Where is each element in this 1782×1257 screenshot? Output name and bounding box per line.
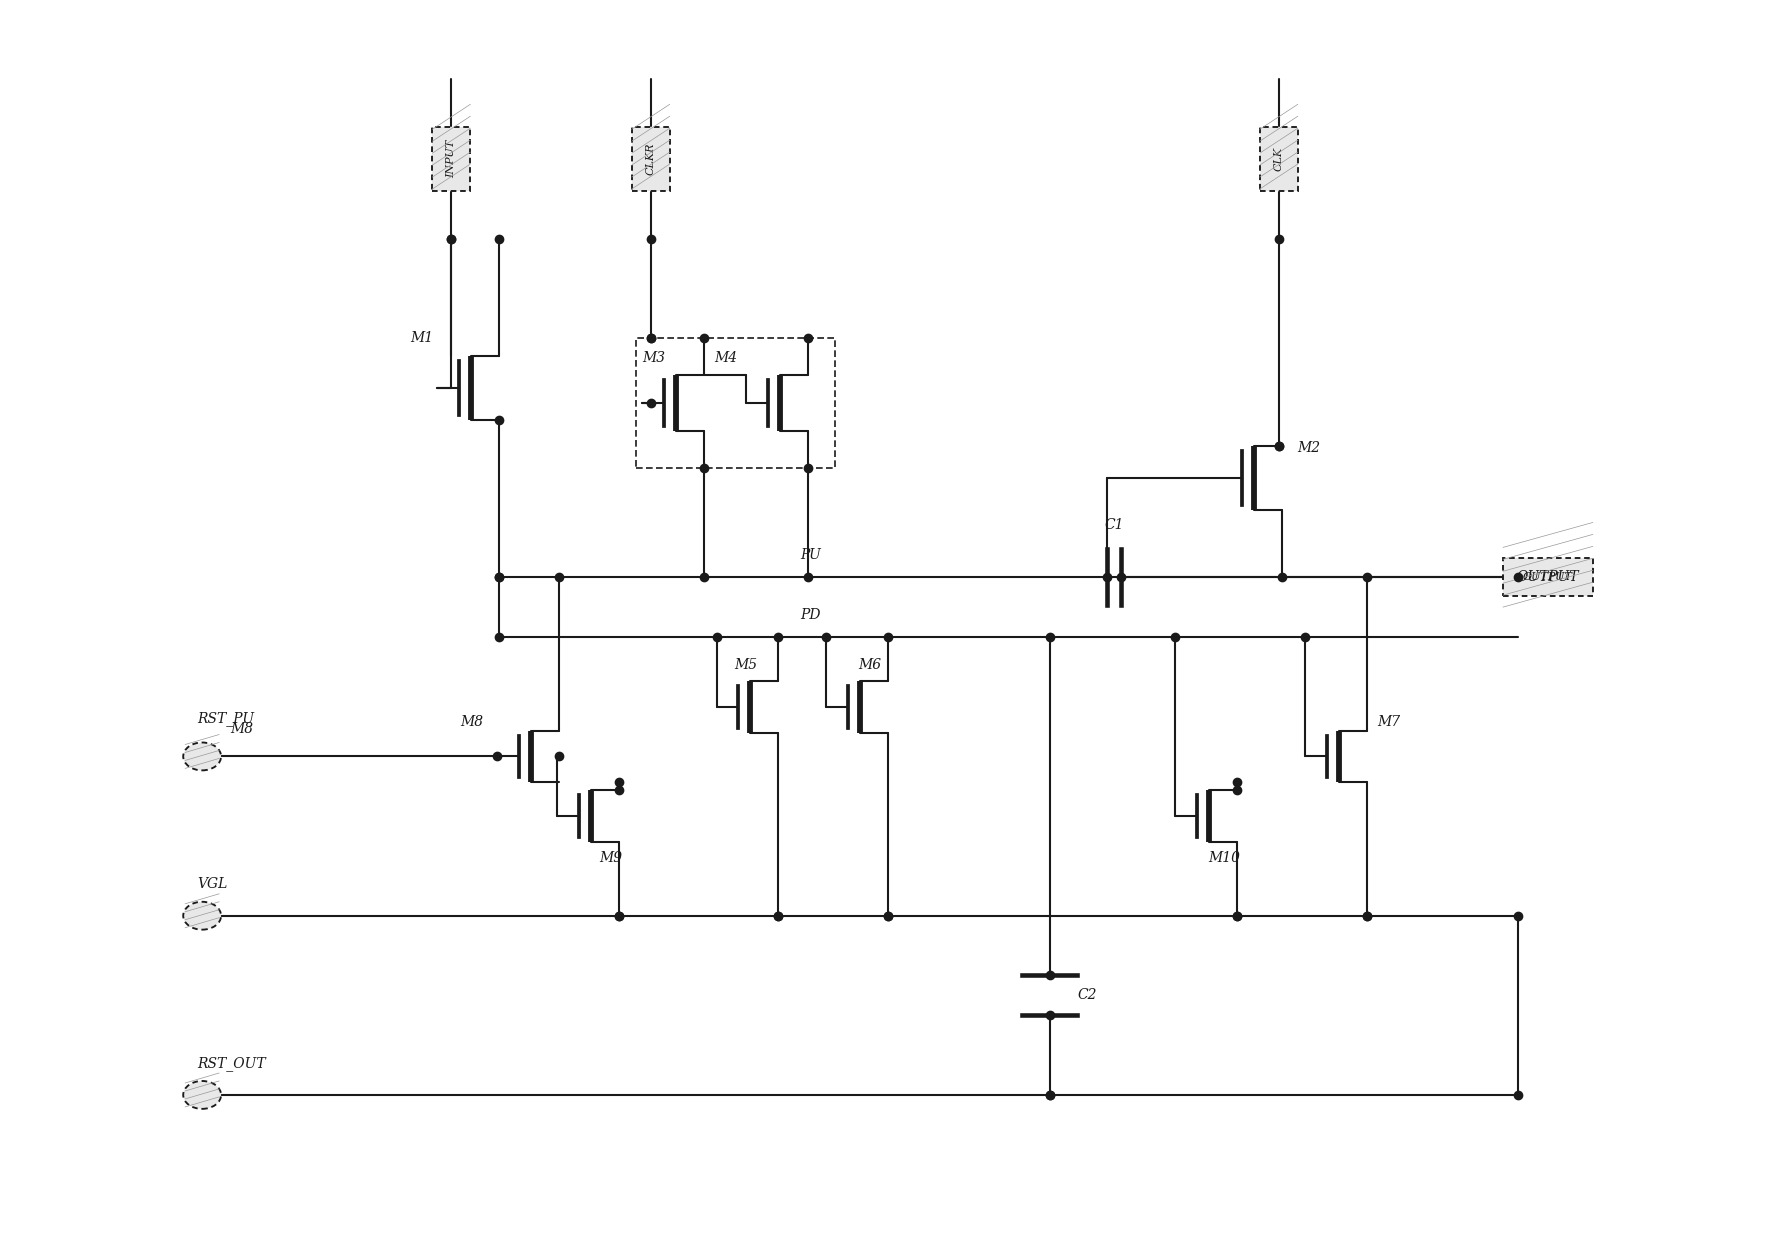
Text: OUTPUT: OUTPUT [1516, 571, 1579, 585]
Text: OUTPUT: OUTPUT [1522, 572, 1572, 582]
Text: C1: C1 [1103, 518, 1123, 533]
Text: M6: M6 [857, 657, 880, 671]
FancyBboxPatch shape [1502, 558, 1591, 596]
Text: RST_OUT: RST_OUT [198, 1056, 266, 1071]
Text: M3: M3 [642, 351, 665, 366]
Text: M2: M2 [1297, 441, 1319, 455]
Text: CLK: CLK [1272, 147, 1283, 171]
Text: M4: M4 [713, 351, 736, 366]
Ellipse shape [184, 901, 221, 930]
Text: M7: M7 [1376, 714, 1399, 729]
Text: M5: M5 [734, 657, 757, 671]
FancyBboxPatch shape [433, 127, 470, 191]
Text: M9: M9 [599, 851, 622, 865]
Ellipse shape [184, 1081, 221, 1109]
Text: M8: M8 [460, 714, 483, 729]
FancyBboxPatch shape [1260, 127, 1297, 191]
Text: INPUT: INPUT [446, 140, 456, 178]
Text: PD: PD [800, 608, 820, 622]
Text: RST_PU: RST_PU [198, 711, 255, 727]
Text: VGL: VGL [198, 877, 228, 891]
Text: M8: M8 [230, 722, 253, 735]
Ellipse shape [184, 743, 221, 771]
Text: CLKR: CLKR [645, 143, 656, 175]
Text: C2: C2 [1076, 988, 1096, 1002]
FancyBboxPatch shape [631, 127, 670, 191]
Text: PU: PU [800, 548, 820, 562]
Text: M10: M10 [1206, 851, 1238, 865]
Text: M1: M1 [410, 332, 433, 346]
